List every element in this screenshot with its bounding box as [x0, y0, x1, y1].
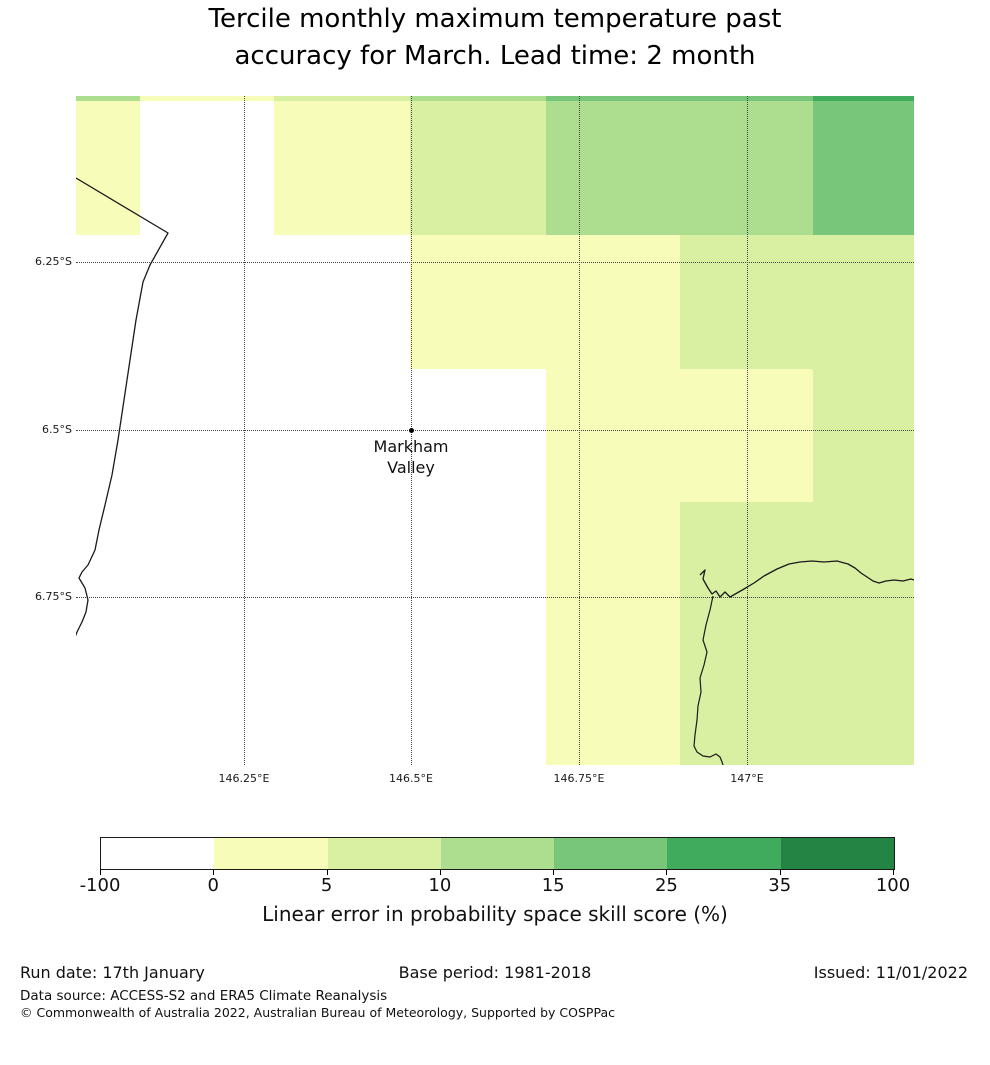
- colorbar-tick-label: 5: [320, 875, 333, 896]
- map-cell: [410, 235, 546, 369]
- map-cell: [546, 369, 680, 502]
- colorbar-tick: [439, 870, 441, 875]
- map-cell: [76, 96, 140, 101]
- colorbar-tick: [779, 870, 781, 875]
- colorbar-tick-label: 100: [875, 875, 911, 896]
- colorbar-segment: [667, 838, 781, 869]
- map-cell: [410, 101, 546, 235]
- map-cell: [410, 636, 546, 765]
- colorbar-tick: [666, 870, 668, 875]
- colorbar-segment: [554, 838, 668, 869]
- colorbar-tick: [553, 870, 555, 875]
- map-cell: [546, 101, 680, 235]
- colorbar-caption: Linear error in probability space skill …: [262, 902, 728, 926]
- map-cell: [546, 235, 680, 369]
- map-cell: [546, 96, 680, 101]
- graticule-line-lat: [76, 262, 914, 263]
- map-cell: [76, 502, 140, 636]
- run-date-text: Run date: 17th January: [20, 963, 205, 982]
- colorbar-segment: [327, 838, 441, 869]
- map-cell: [546, 502, 680, 636]
- map-cell: [680, 101, 813, 235]
- map-cell: [76, 636, 140, 765]
- map-cell: [76, 235, 140, 369]
- map-cell: [813, 636, 914, 765]
- coastline-east: [699, 560, 914, 598]
- colorbar: [100, 837, 895, 870]
- map-cell: [274, 636, 410, 765]
- colorbar-tick: [100, 870, 101, 875]
- map-cell: [813, 369, 914, 502]
- coastline-west: [76, 177, 169, 637]
- map-cell: [680, 96, 813, 101]
- map-cell: [140, 502, 274, 636]
- graticule-line-lon: [244, 96, 245, 765]
- map-cell: [680, 235, 813, 369]
- data-source-text: Data source: ACCESS-S2 and ERA5 Climate …: [20, 988, 388, 1004]
- map-cell: [680, 502, 813, 636]
- map-cell: [813, 235, 914, 369]
- poi-marker-dot: [409, 428, 414, 433]
- map-cell: [813, 502, 914, 636]
- map-cell: [813, 101, 914, 235]
- lat-tick-label: 6.75°S: [35, 590, 72, 603]
- lon-tick-label: 146.5°E: [389, 772, 433, 785]
- colorbar-segment: [214, 838, 328, 869]
- colorbar-segment: [101, 838, 215, 869]
- map-cell: [410, 369, 546, 502]
- map-cell: [140, 96, 274, 101]
- lat-tick-label: 6.5°S: [42, 423, 72, 436]
- map-cell: [274, 235, 410, 369]
- colorbar-segment: [440, 838, 555, 869]
- map-cell: [813, 96, 914, 101]
- map-cell: [140, 636, 274, 765]
- copyright-text: © Commonwealth of Australia 2022, Austra…: [20, 1005, 615, 1020]
- colorbar-tick-label: -100: [79, 875, 121, 896]
- colorbar-tick-label: 25: [654, 875, 678, 896]
- map-cell: [680, 369, 813, 502]
- base-period-text: Base period: 1981-2018: [398, 963, 592, 982]
- lat-tick-label: 6.25°S: [35, 255, 72, 268]
- poi-label-line2: Valley: [387, 458, 435, 477]
- colorbar-tick: [213, 870, 215, 875]
- colorbar-tick-label: 35: [768, 875, 792, 896]
- map-cell: [274, 101, 410, 235]
- map-cell: [274, 96, 410, 101]
- map-cell: [680, 636, 813, 765]
- chart-title-line1: Tercile monthly maximum temperature past: [208, 4, 782, 34]
- map-cell: [140, 235, 274, 369]
- map-cell: [76, 369, 140, 502]
- map-cell: [410, 96, 546, 101]
- colorbar-tick: [893, 870, 894, 875]
- map-cell: [410, 502, 546, 636]
- lon-tick-label: 146.25°E: [218, 772, 270, 785]
- colorbar-segment: [780, 838, 894, 869]
- river-line: [693, 595, 724, 765]
- map-cell: [140, 101, 274, 235]
- coastline-layer: [76, 177, 914, 765]
- map-cell: [546, 636, 680, 765]
- colorbar-tick-label: 15: [541, 875, 565, 896]
- chart-title-line2: accuracy for March. Lead time: 2 month: [234, 41, 756, 71]
- map-cell: [274, 502, 410, 636]
- map-cell: [140, 369, 274, 502]
- graticule-line-lon: [579, 96, 580, 765]
- colorbar-tick-label: 10: [428, 875, 452, 896]
- colorbar-tick: [326, 870, 328, 875]
- graticule-line-lat: [76, 597, 914, 598]
- graticule-line-lat: [76, 430, 914, 431]
- map-plot-area: [76, 96, 914, 765]
- lon-tick-label: 147°E: [730, 772, 764, 785]
- chart-title: Tercile monthly maximum temperature past…: [0, 1, 990, 75]
- issued-text: Issued: 11/01/2022: [813, 963, 968, 982]
- colorbar-tick-label: 0: [207, 875, 219, 896]
- map-cell: [274, 369, 410, 502]
- lon-tick-label: 146.75°E: [553, 772, 605, 785]
- map-cell: [76, 101, 140, 235]
- poi-label: Markham Valley: [374, 436, 449, 478]
- poi-label-line1: Markham: [373, 437, 449, 456]
- graticule-line-lon: [747, 96, 748, 765]
